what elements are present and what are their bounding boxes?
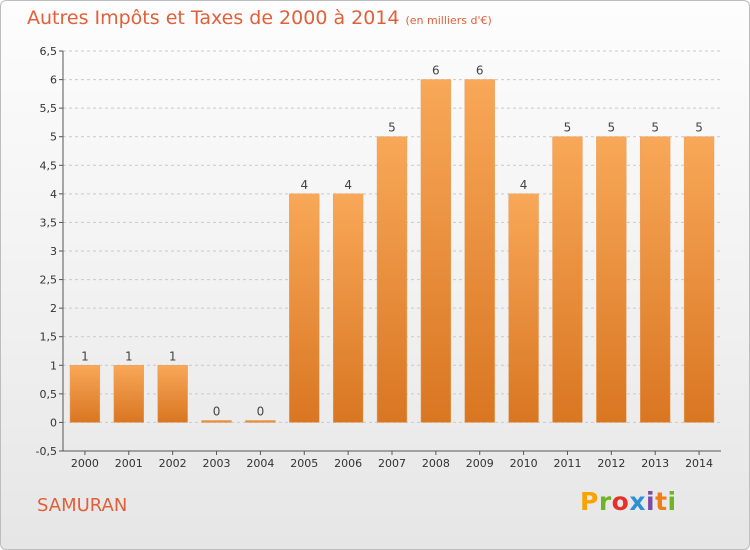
x-tick-label: 2010: [510, 457, 538, 470]
bar-2009: [464, 79, 495, 423]
x-tick-label: 2011: [553, 457, 581, 470]
chart-subtitle: (en milliers d'€): [405, 14, 492, 27]
x-tick-label: 2003: [203, 457, 231, 470]
x-tick-label: 2007: [378, 457, 406, 470]
x-tick-label: 2008: [422, 457, 450, 470]
bar-2014: [683, 136, 715, 423]
value-label: 1: [169, 349, 177, 363]
bar-2010: [508, 193, 539, 423]
bar-2006: [332, 193, 364, 423]
logo-letter: o: [611, 487, 630, 516]
y-tick-label: 6,5: [40, 45, 58, 58]
value-label: 0: [213, 404, 221, 418]
bar-2005: [289, 193, 320, 423]
bar-2003: [201, 420, 232, 423]
x-tick-label: 2001: [115, 457, 143, 470]
bar-2000: [69, 365, 101, 423]
axes: -0,5 0 0,5 1 1,5 2 2,5 3 3,5 4 4,5 5 5,5 6 6,5 2000 2001…: [36, 45, 721, 470]
logo-letter: r: [598, 487, 612, 516]
value-label: 4: [300, 178, 308, 192]
y-tick-label: -0,5: [36, 445, 57, 458]
bar-2007: [376, 136, 408, 423]
y-tick-label: 0,5: [40, 388, 58, 401]
bar-2001: [113, 365, 144, 423]
y-tick-label: 4,5: [40, 159, 58, 172]
y-tick-label: 1: [50, 359, 57, 372]
x-tick-label: 2000: [71, 457, 99, 470]
y-tick-label: 2,5: [40, 274, 58, 287]
value-label: 1: [125, 349, 133, 363]
x-tick-label: 2014: [685, 457, 713, 470]
bar-2008: [420, 79, 452, 423]
y-tick-label: 5: [50, 131, 57, 144]
bar-2013: [640, 136, 671, 423]
value-label: 4: [520, 178, 528, 192]
y-tick-label: 2: [50, 302, 57, 315]
bar-2011: [552, 136, 583, 423]
value-label: 5: [695, 121, 703, 135]
value-label: 1: [81, 349, 89, 363]
bar-2002: [157, 365, 188, 423]
y-tick-label: 6: [50, 74, 57, 87]
value-label: 5: [564, 121, 572, 135]
x-tick-label: 2002: [159, 457, 187, 470]
value-label: 6: [432, 64, 440, 78]
y-tick-label: 1,5: [40, 331, 58, 344]
value-label: 6: [476, 64, 484, 78]
bars: [69, 79, 715, 423]
value-label: 5: [651, 121, 659, 135]
y-tick-label: 4: [50, 188, 57, 201]
y-tick-label: 5,5: [40, 102, 58, 115]
value-label: 4: [344, 178, 352, 192]
logo-letter: i: [646, 487, 656, 516]
bar-2012: [596, 136, 627, 423]
logo-letter: t: [655, 487, 668, 516]
proxiti-logo[interactable]: Proxiti: [580, 487, 677, 516]
commune-name: SAMURAN: [37, 495, 128, 516]
x-tick-label: 2005: [290, 457, 318, 470]
x-tick-label: 2009: [466, 457, 494, 470]
logo-letter: P: [580, 487, 599, 516]
value-label: 0: [257, 404, 265, 418]
x-tick-label: 2004: [246, 457, 274, 470]
chart-title-text: Autres Impôts et Taxes de 2000 à 2014: [27, 7, 400, 29]
x-tick-label: 2012: [597, 457, 625, 470]
x-tick-label: 2013: [641, 457, 669, 470]
logo-letter: i: [667, 487, 677, 516]
value-labels: 1 1 1 0 0 4 4 5 6 6 4 5 5 5 5: [81, 64, 703, 419]
logo-letter: x: [629, 487, 646, 516]
chart-title: Autres Impôts et Taxes de 2000 à 2014 (en…: [27, 7, 492, 29]
x-tick-label: 2006: [334, 457, 362, 470]
value-label: 5: [608, 121, 616, 135]
y-tick-label: 3,5: [40, 216, 58, 229]
y-tick-label: 3: [50, 245, 57, 258]
bar-2004: [245, 420, 276, 423]
value-label: 5: [388, 121, 396, 135]
y-tick-label: 0: [50, 416, 57, 429]
